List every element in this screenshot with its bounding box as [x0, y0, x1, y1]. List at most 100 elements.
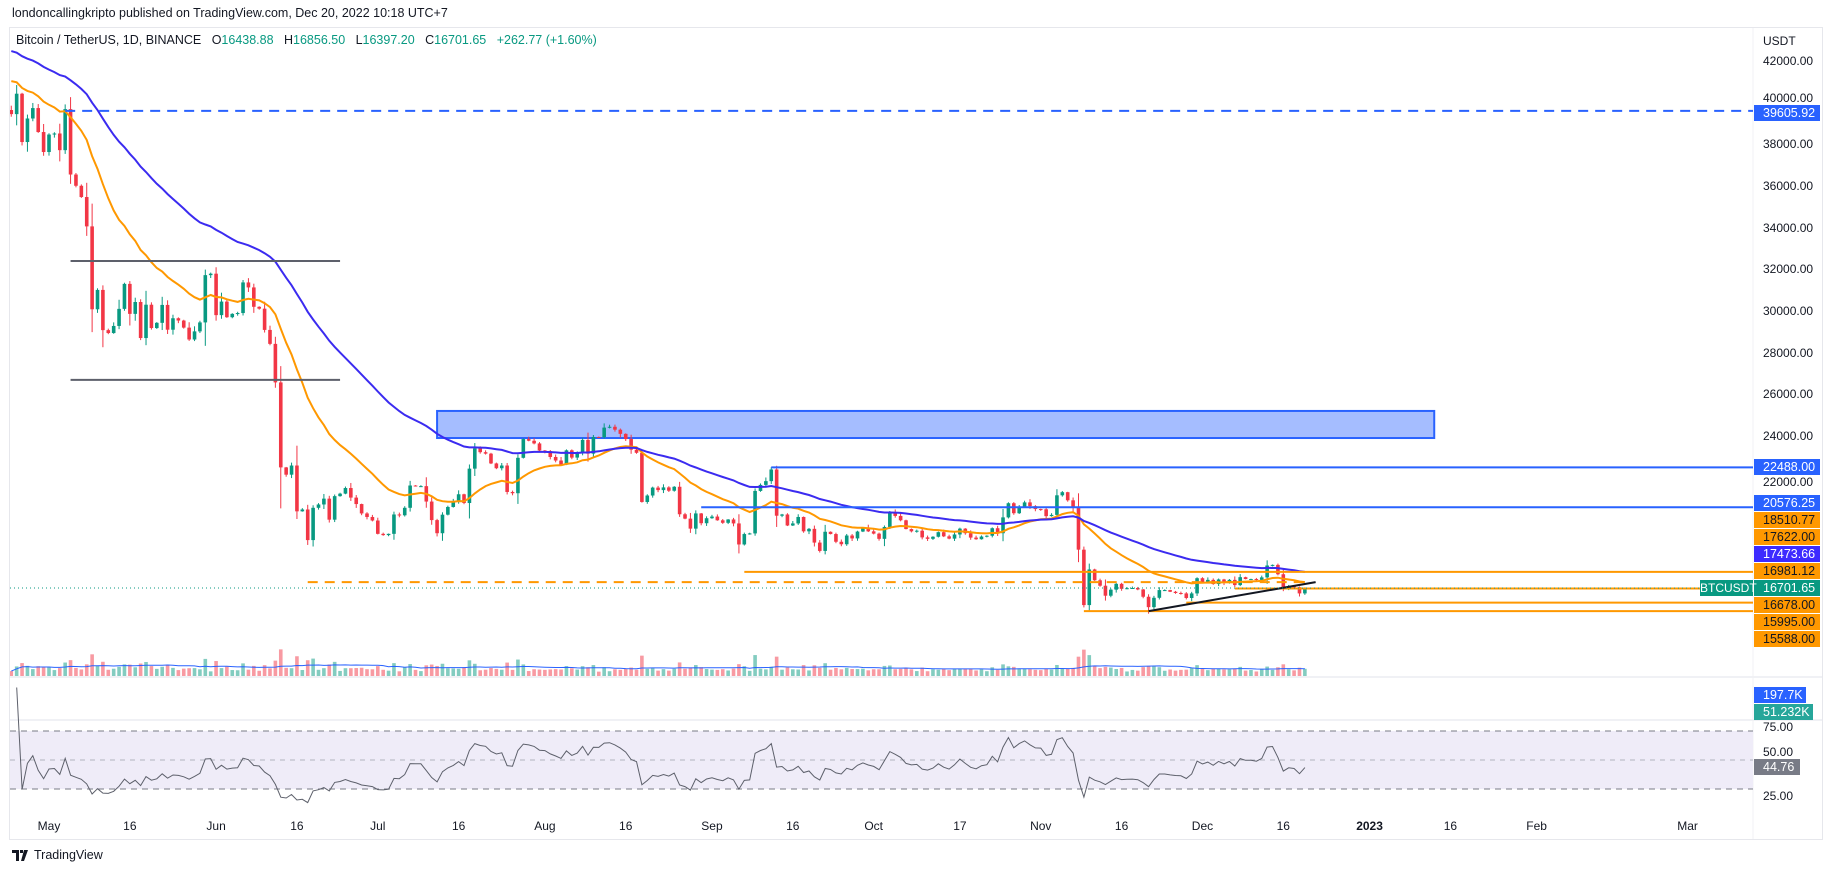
candle-body — [198, 322, 202, 332]
candle-body — [446, 506, 450, 515]
candle-body — [219, 301, 224, 316]
candle-body — [683, 514, 687, 519]
candle-body — [402, 507, 407, 516]
price-tick: 30000.00 — [1763, 304, 1814, 318]
volume-bar — [861, 668, 865, 676]
volume-bar — [246, 669, 251, 676]
candle-body — [898, 515, 903, 521]
volume-bar — [122, 664, 127, 676]
volume-bar — [192, 668, 197, 676]
time-tick: Oct — [864, 819, 883, 833]
time-tick: 16 — [619, 819, 633, 833]
volume-bar — [699, 667, 703, 676]
volume-bar — [1216, 668, 1221, 676]
price-label: 39605.92 — [1754, 105, 1820, 121]
volume-bar — [456, 668, 461, 676]
candle-body — [128, 283, 132, 314]
candle-body — [995, 528, 1000, 534]
candle-body — [785, 514, 790, 526]
volume-bar — [548, 669, 553, 676]
candle-body — [451, 501, 456, 507]
volume-bar — [661, 669, 666, 676]
candle-body — [1076, 506, 1081, 550]
volume-bar — [165, 664, 170, 676]
volume-bar — [1233, 668, 1237, 676]
volume-bar — [176, 670, 181, 676]
candle-body — [941, 532, 946, 537]
candle-body — [947, 536, 951, 539]
volume-bar — [510, 669, 515, 676]
volume-bar — [392, 663, 396, 676]
volume-bar — [289, 668, 294, 676]
price-tick: 42000.00 — [1763, 54, 1814, 68]
volume-bar — [640, 655, 644, 676]
volume-bar — [1286, 669, 1291, 676]
candle-body — [1173, 591, 1178, 593]
time-tick: Feb — [1526, 819, 1547, 833]
candle-body — [737, 523, 741, 545]
candle-body — [904, 520, 908, 530]
price-tick: 32000.00 — [1763, 262, 1814, 276]
volume-bar — [300, 670, 305, 676]
volume-bar — [710, 669, 714, 676]
candle-body — [230, 313, 235, 318]
volume-bar — [25, 665, 30, 676]
candle-body — [268, 329, 272, 344]
footer-brand[interactable]: TradingView — [12, 848, 103, 862]
candle-body — [171, 318, 175, 330]
candle-body — [144, 304, 148, 339]
volume-bar — [187, 668, 191, 676]
volume-bar — [332, 661, 337, 676]
candle-body — [694, 513, 698, 529]
volume-bar — [57, 668, 62, 676]
candle-body — [936, 532, 941, 537]
candle-body — [747, 533, 752, 535]
volume-bar — [74, 667, 78, 676]
candle-body — [1130, 587, 1135, 589]
volume-bar — [882, 665, 887, 676]
volume-bar — [241, 663, 245, 676]
candle-body — [834, 534, 838, 542]
volume-bar — [553, 669, 558, 676]
candle-body — [462, 494, 466, 504]
time-tick: 2023 — [1356, 819, 1383, 833]
candle-body — [1055, 495, 1059, 515]
candle-body — [1189, 593, 1194, 598]
candle-body — [63, 109, 67, 151]
volume-bar — [607, 671, 612, 676]
volume-bar — [354, 668, 359, 676]
change-value: +262.77 (+1.60%) — [496, 33, 597, 47]
volume-bar — [440, 663, 445, 676]
volume-bar — [9, 671, 14, 676]
price-tick: 28000.00 — [1763, 346, 1814, 360]
candle-body — [699, 513, 703, 524]
symbol-title[interactable]: Bitcoin / TetherUS, 1D, BINANCE — [16, 33, 202, 47]
candle-body — [855, 531, 860, 539]
candle-body — [278, 382, 283, 468]
volume-bar — [419, 671, 423, 676]
volume-bar — [785, 667, 790, 676]
volume-bar — [925, 671, 930, 676]
candle-body — [489, 453, 493, 464]
candle-body — [866, 527, 871, 532]
volume-bar — [1130, 669, 1135, 676]
volume-bar — [467, 660, 472, 676]
volume-bar — [1179, 669, 1183, 676]
volume-bar — [1006, 666, 1011, 676]
candle-body — [596, 436, 601, 438]
candle-body — [731, 519, 736, 524]
volume-bar — [284, 667, 288, 676]
volume-bar — [769, 666, 774, 676]
candle-body — [252, 287, 256, 307]
candle-body — [634, 449, 639, 453]
candle-body — [1168, 590, 1172, 592]
candle-body — [225, 301, 229, 318]
volume-bar — [839, 669, 844, 676]
volume-bar — [564, 666, 569, 676]
time-tick: 17 — [953, 819, 967, 833]
brand-name: TradingView — [34, 848, 103, 862]
candle-body — [888, 512, 892, 527]
volume-bar — [435, 665, 439, 676]
volume-bar — [111, 668, 116, 676]
